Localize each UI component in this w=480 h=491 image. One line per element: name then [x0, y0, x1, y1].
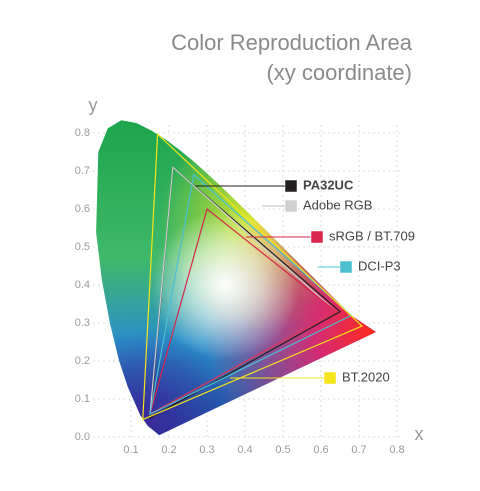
spectral-locus: [96, 120, 376, 436]
y-tick-label: 0.7: [75, 165, 90, 177]
y-tick-label: 0.8: [75, 127, 90, 139]
legend-swatch: [284, 179, 298, 193]
x-tick-label: 0.7: [351, 444, 366, 456]
legend-swatch: [323, 371, 337, 385]
gamut-triangle: [149, 173, 353, 416]
gamuts: [142, 132, 364, 421]
chart-title: Color Reproduction Area: [171, 30, 413, 55]
y-tick-label: 0.5: [75, 241, 90, 253]
y-tick-label: 0.4: [75, 279, 90, 291]
y-tick-label: 0.1: [75, 393, 90, 405]
gamut-triangle: [142, 132, 364, 421]
legend-label: BT.2020: [342, 369, 390, 384]
x-tick-label: 0.4: [237, 444, 252, 456]
legend-label: Adobe RGB: [303, 197, 372, 212]
x-tick-label: 0.3: [199, 444, 214, 456]
y-axis-label: y: [89, 95, 98, 115]
y-tick-label: 0.0: [75, 431, 90, 443]
legend-label: DCI-P3: [358, 258, 401, 273]
y-tick-label: 0.3: [75, 317, 90, 329]
x-tick-label: 0.5: [275, 444, 290, 456]
legend-swatch: [310, 230, 324, 244]
y-tick-label: 0.6: [75, 203, 90, 215]
legend-swatch: [284, 199, 298, 213]
y-tick-label: 0.2: [75, 355, 90, 367]
x-tick-label: 0.6: [313, 444, 328, 456]
x-axis-label: x: [415, 424, 424, 444]
chart-subtitle: (xy coordinate): [266, 60, 412, 85]
x-tick-label: 0.8: [389, 444, 404, 456]
legend-swatch: [339, 260, 353, 274]
x-tick-label: 0.1: [123, 444, 138, 456]
legend-label: sRGB / BT.709: [329, 228, 415, 243]
gamut-triangle: [149, 207, 338, 416]
legend-label: PA32UC: [303, 177, 354, 192]
x-tick-label: 0.2: [161, 444, 176, 456]
